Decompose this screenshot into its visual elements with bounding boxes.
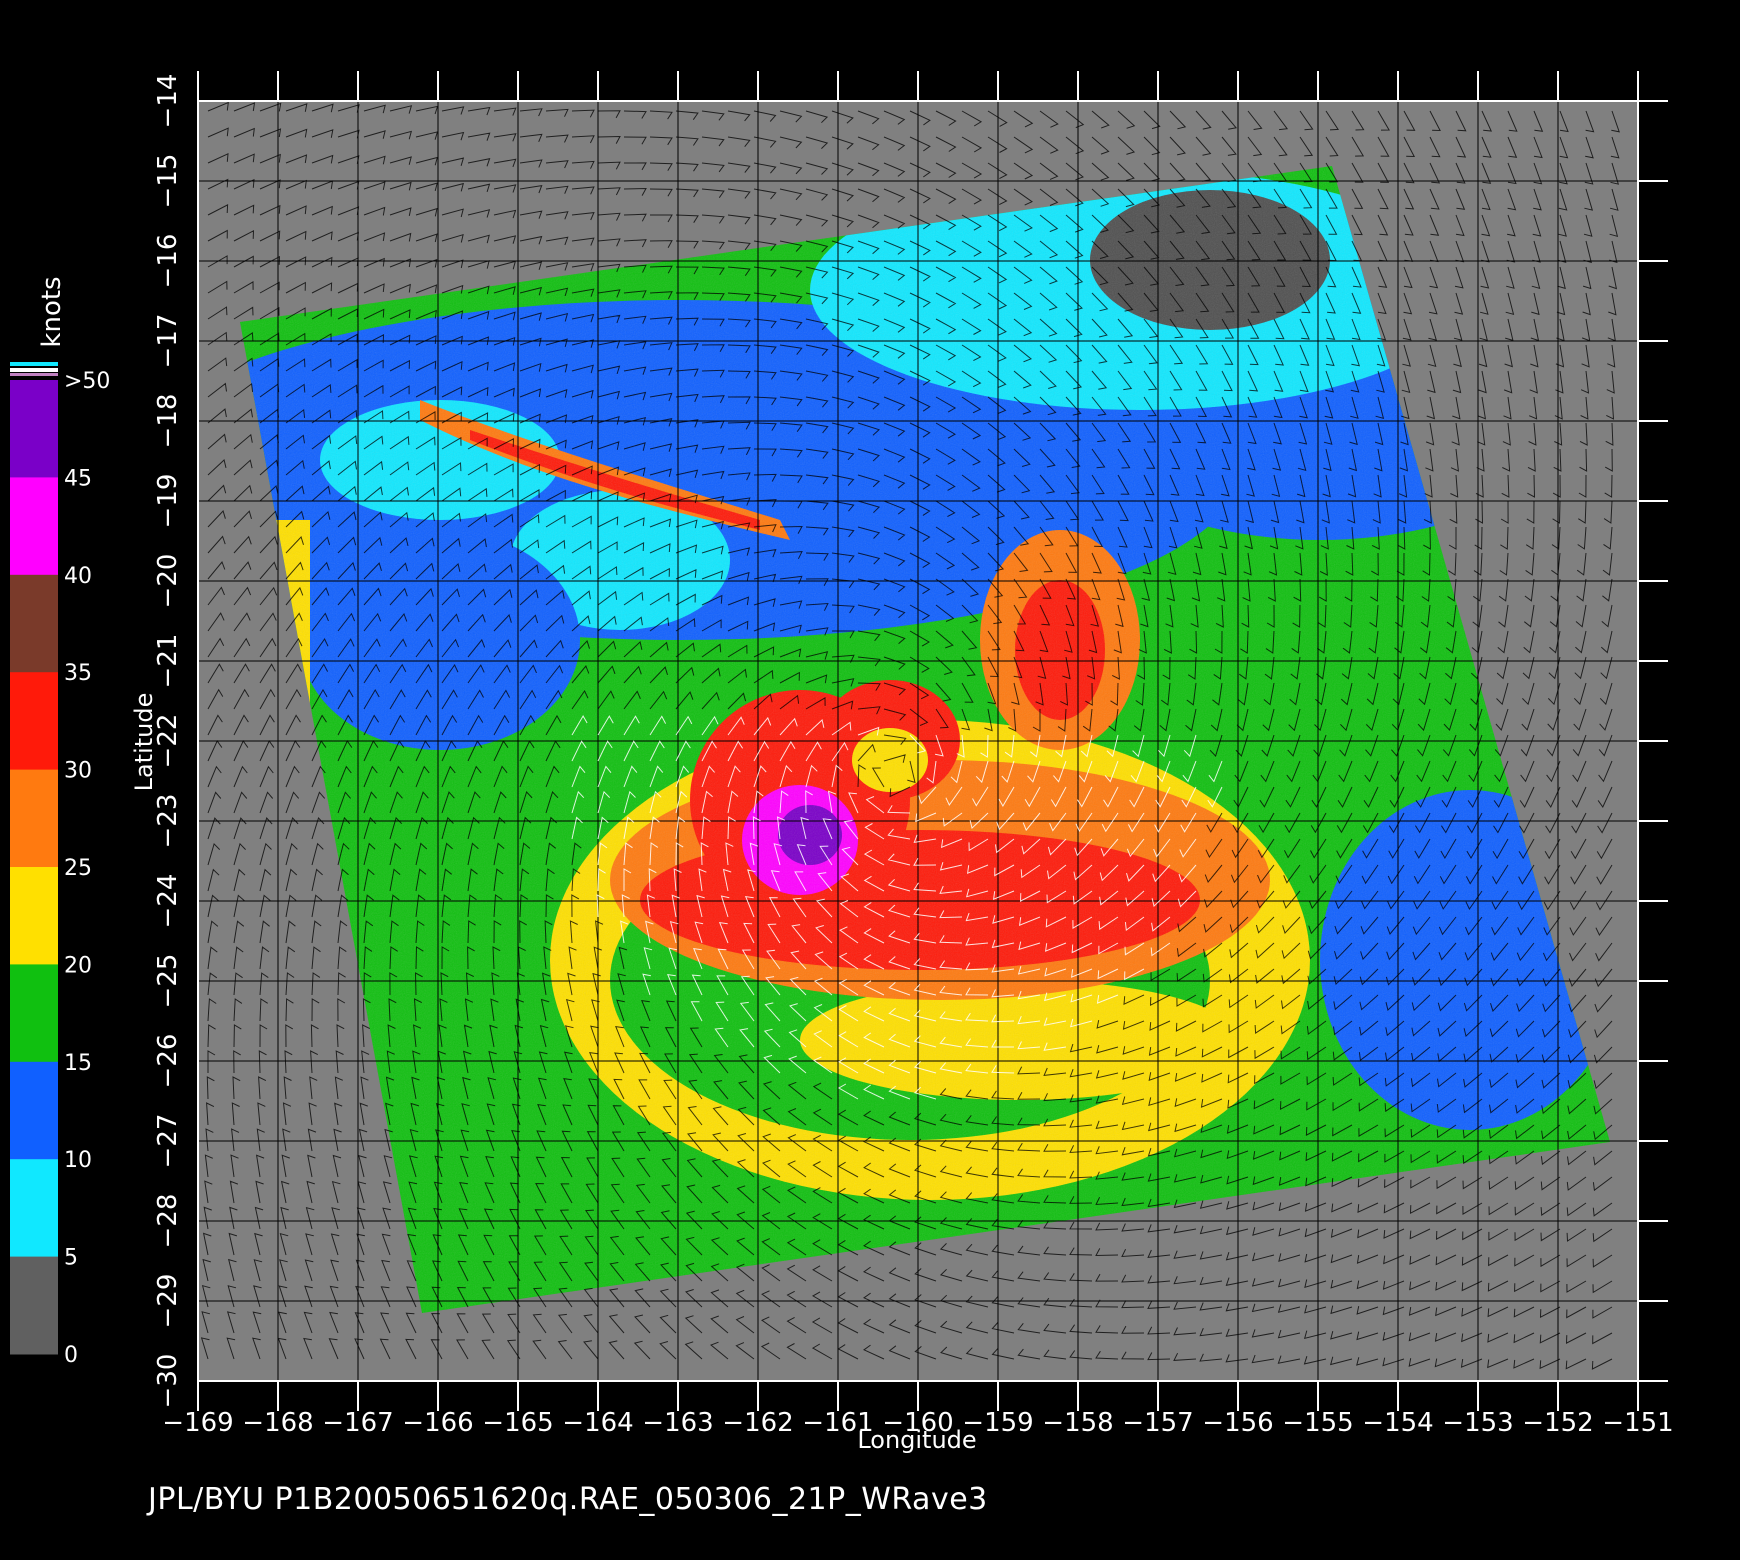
colorbar-label: >50 — [64, 369, 110, 394]
latitude-tick-label: −19 — [153, 474, 183, 529]
colorbar: >50 45 40 35 30 25 20 15 10 5 0 — [10, 362, 110, 1368]
latitude-tick-label: −16 — [153, 234, 183, 289]
colorbar-label: 5 — [64, 1246, 78, 1271]
longitude-tick-label: −152 — [1522, 1408, 1593, 1438]
colorbar-band — [10, 574, 58, 673]
latitude-tick-label: −17 — [153, 314, 183, 369]
latitude-tick-label: −18 — [153, 394, 183, 449]
longitude-tick-label: −160 — [882, 1408, 953, 1438]
longitude-tick-label: −165 — [482, 1408, 553, 1438]
colorbar-label: 15 — [64, 1051, 92, 1076]
colorbar-overflow-marker — [10, 373, 58, 376]
colorbar-band — [10, 769, 58, 868]
longitude-tick-labels: −169 −168 −167 −166 −165 −164 −163 −162 −161 −160… — [162, 1408, 1673, 1438]
footer-caption: JPL/BYU P1B20050651620q.RAE_050306_21P_W… — [148, 1482, 988, 1517]
colorbar-overflow-marker — [10, 368, 58, 372]
colorbar-band — [10, 672, 58, 771]
colorbar-label: 25 — [64, 856, 92, 881]
latitude-tick-label: −21 — [153, 634, 183, 689]
colorbar-band — [10, 1159, 58, 1258]
colorbar-band — [10, 1061, 58, 1160]
colorbar-band — [10, 867, 58, 965]
longitude-tick-label: −155 — [1282, 1408, 1353, 1438]
longitude-tick-label: −163 — [642, 1408, 713, 1438]
colorbar-unit-label: knots — [37, 276, 67, 347]
longitude-tick-label: −162 — [722, 1408, 793, 1438]
latitude-tick-label: −28 — [153, 1194, 183, 1249]
colorbar-band — [10, 1256, 58, 1355]
latitude-tick-label: −27 — [153, 1114, 183, 1169]
wind-barbs-light — [571, 715, 1223, 1100]
colorbar-overflow-marker — [10, 362, 58, 366]
axes-frame — [197, 71, 1668, 1411]
latitude-tick-label: −30 — [153, 1354, 183, 1409]
latitude-tick-label: −23 — [153, 794, 183, 849]
x-axis-title: Longitude — [857, 1426, 976, 1454]
colorbar-label: 35 — [64, 661, 92, 686]
latitude-tick-labels: −14 −15 −16 −17 −18 −19 −20 −21 −22 −23 −24 −25 −26 −… — [153, 74, 183, 1409]
latitude-tick-label: −26 — [153, 1034, 183, 1089]
latitude-tick-label: −25 — [153, 954, 183, 1009]
colorbar-band — [10, 477, 58, 576]
colorbar-label: 20 — [64, 953, 92, 978]
colorbar-label: 30 — [64, 759, 92, 784]
longitude-tick-label: −167 — [322, 1408, 393, 1438]
longitude-tick-label: −161 — [802, 1408, 873, 1438]
colorbar-label: 45 — [64, 466, 92, 491]
latitude-tick-label: −24 — [153, 874, 183, 929]
colorbar-label: 40 — [64, 564, 92, 589]
longitude-tick-label: −159 — [962, 1408, 1033, 1438]
wind-barbs — [200, 101, 1620, 1370]
latitude-tick-label: −22 — [153, 714, 183, 769]
longitude-tick-label: −154 — [1362, 1408, 1433, 1438]
colorbar-band — [10, 380, 58, 478]
wind-barbs-dark — [200, 101, 1620, 1370]
longitude-tick-label: −158 — [1042, 1408, 1113, 1438]
longitude-tick-label: −153 — [1442, 1408, 1513, 1438]
longitude-tick-label: −151 — [1602, 1408, 1673, 1438]
longitude-tick-label: −164 — [562, 1408, 633, 1438]
longitude-tick-label: −169 — [162, 1408, 233, 1438]
longitude-tick-label: −166 — [402, 1408, 473, 1438]
latitude-tick-label: −15 — [153, 154, 183, 209]
y-axis-title: Latitude — [130, 693, 158, 792]
longitude-tick-label: −156 — [1202, 1408, 1273, 1438]
latitude-tick-label: −29 — [153, 1274, 183, 1329]
colorbar-label: 0 — [64, 1343, 78, 1368]
colorbar-label: 10 — [64, 1148, 92, 1173]
longitude-tick-label: −168 — [242, 1408, 313, 1438]
latitude-tick-label: −20 — [153, 554, 183, 609]
colorbar-band — [10, 964, 58, 1063]
longitude-tick-label: −157 — [1122, 1408, 1193, 1438]
latitude-tick-label: −14 — [153, 74, 183, 129]
